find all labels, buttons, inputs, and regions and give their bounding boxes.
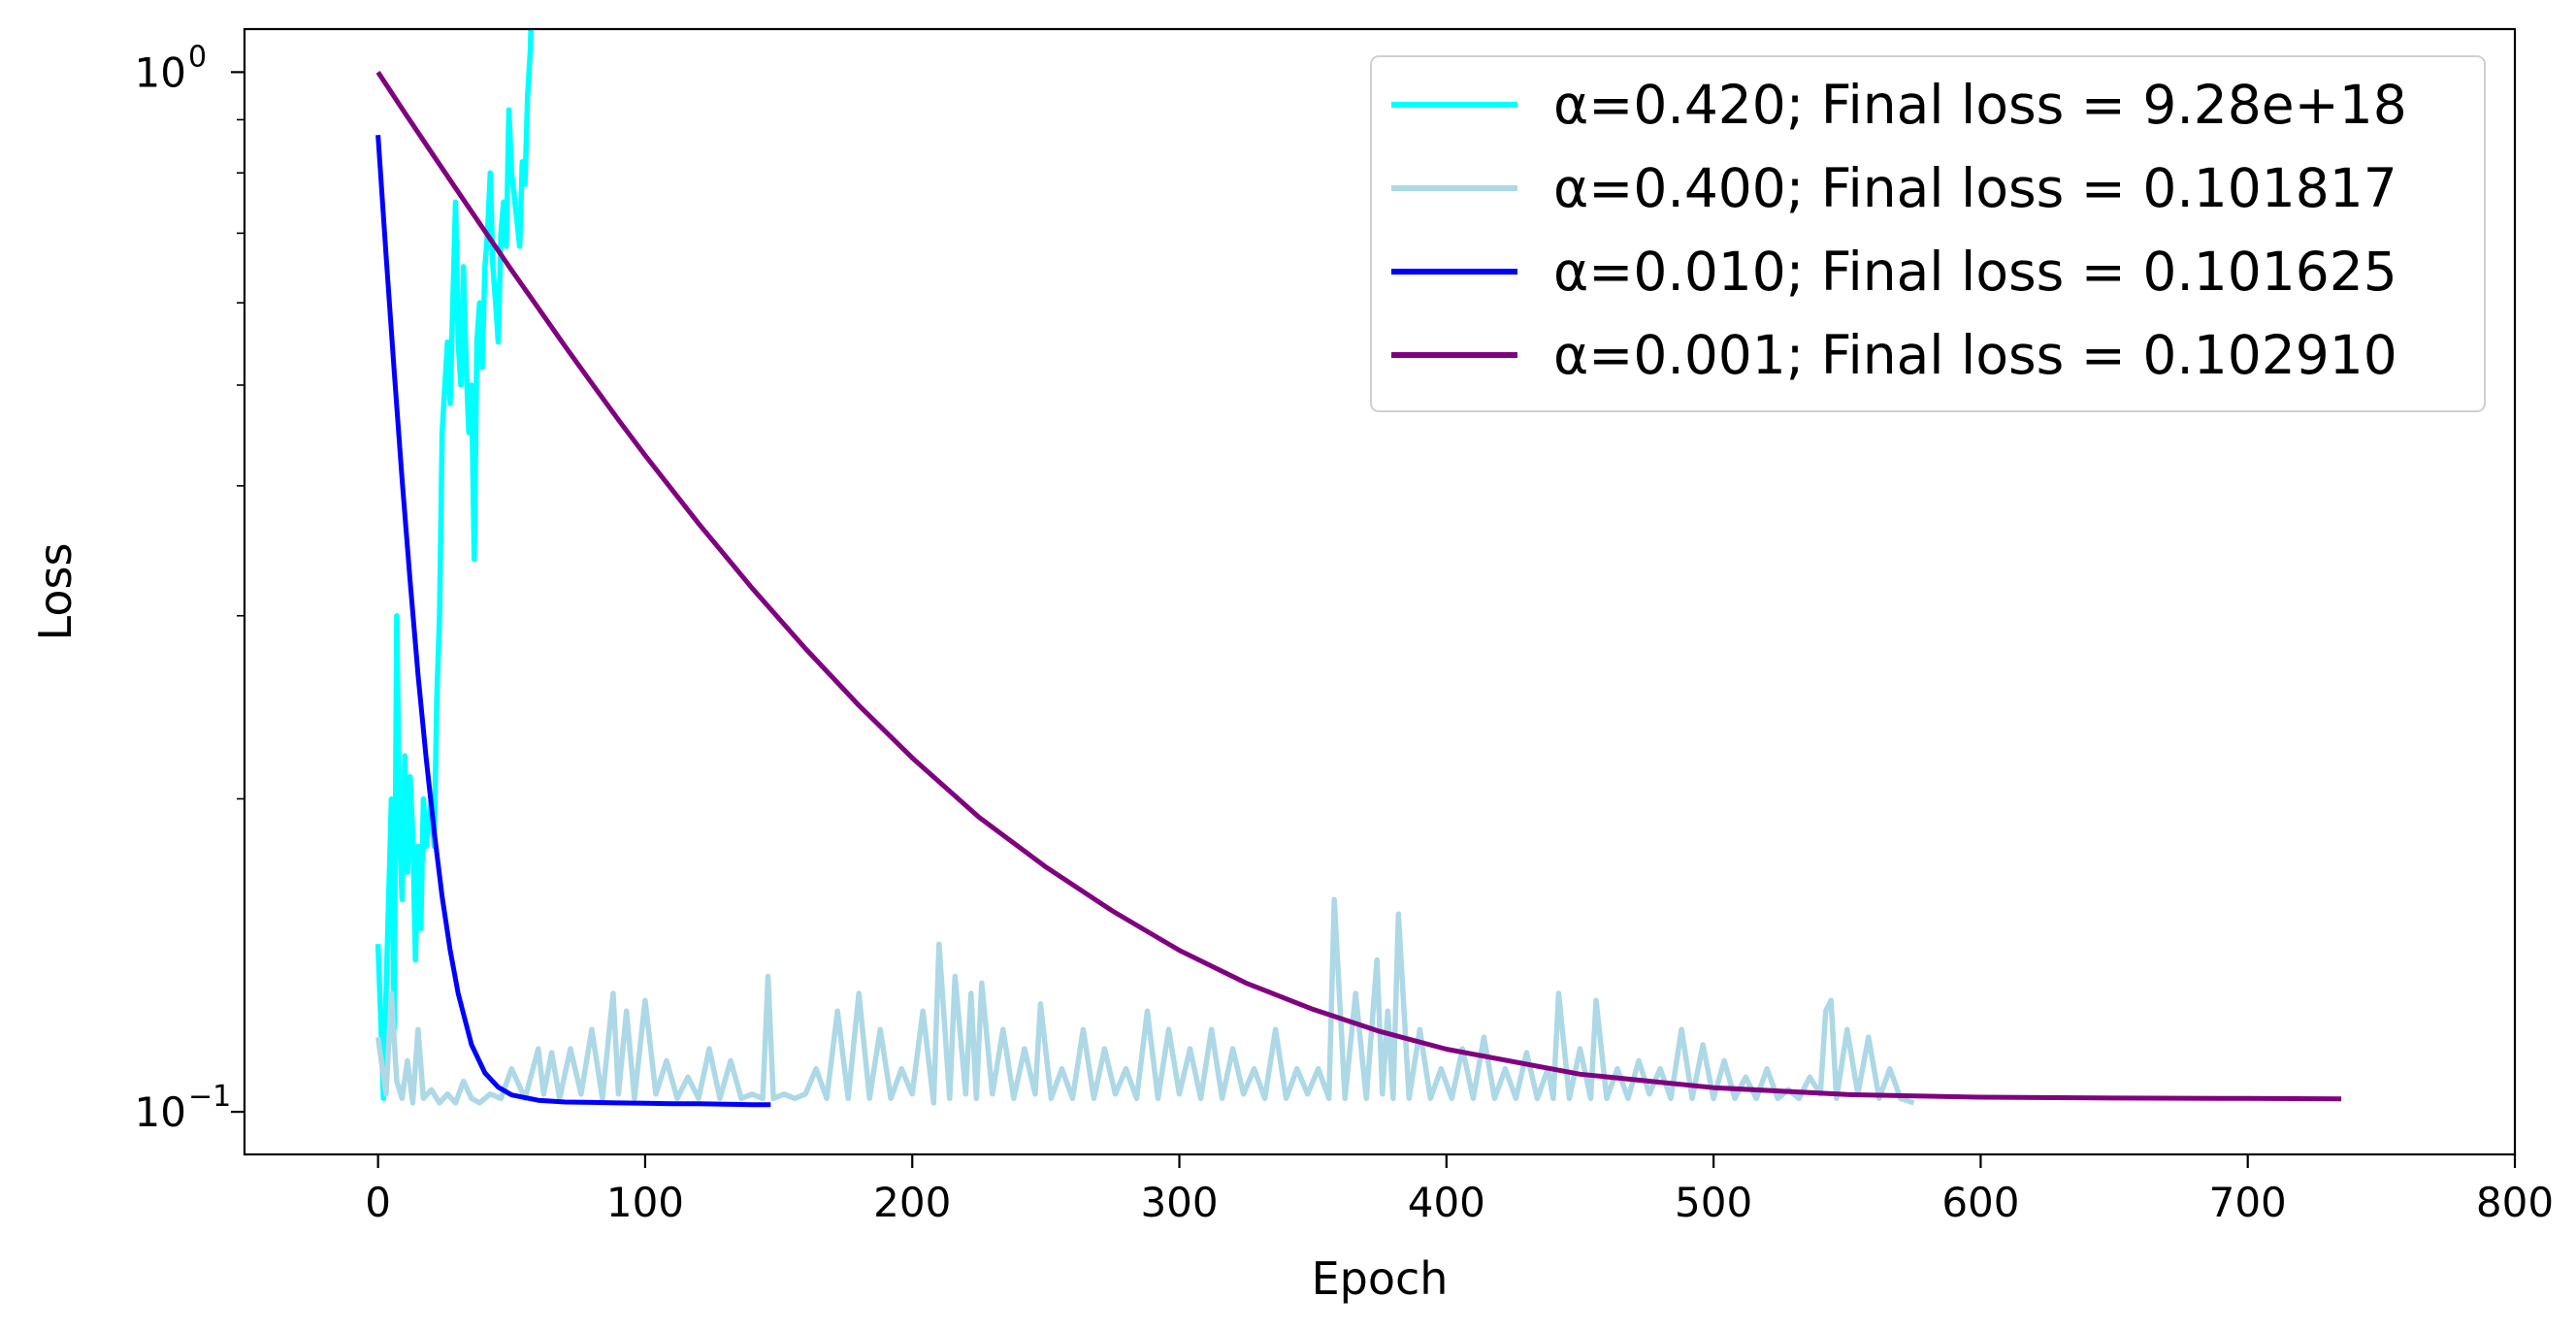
legend-label: α=0.010; Final loss = 0.101625: [1553, 241, 2397, 303]
x-axis-label: Epoch: [1312, 1252, 1449, 1305]
x-tick-label: 0: [365, 1179, 391, 1226]
y-axis-label: Loss: [29, 543, 82, 641]
legend-item: α=0.001; Final loss = 0.102910: [1391, 324, 2397, 386]
y-tick-mantissa: 10: [135, 1088, 186, 1136]
x-tick-label: 800: [2476, 1179, 2554, 1226]
legend-item: α=0.400; Final loss = 0.101817: [1391, 157, 2397, 219]
series-line-3: [375, 71, 2342, 1102]
legend-label: α=0.001; Final loss = 0.102910: [1553, 324, 2397, 386]
x-tick-label: 500: [1675, 1179, 1752, 1226]
legend-item: α=0.420; Final loss = 9.28e+18: [1391, 74, 2407, 136]
legend-label: α=0.420; Final loss = 9.28e+18: [1553, 74, 2407, 136]
legend-item: α=0.010; Final loss = 0.101625: [1391, 241, 2397, 303]
legend-box: [1370, 55, 2486, 412]
y-tick-exponent: −1: [188, 1080, 231, 1114]
series-line-2: [375, 135, 771, 1108]
x-tick-label: 700: [2209, 1179, 2287, 1226]
series-layer: [375, 29, 2342, 1108]
y-tick-exponent: 0: [188, 40, 207, 74]
y-tick-label: 10 0: [135, 40, 208, 96]
legend: α=0.420; Final loss = 9.28e+18 α=0.400; F…: [1370, 55, 2486, 412]
legend-label: α=0.400; Final loss = 0.101817: [1553, 157, 2397, 219]
y-tick-mantissa: 10: [135, 49, 186, 96]
x-tick-label: 100: [606, 1179, 684, 1226]
x-tick-label: 300: [1140, 1179, 1218, 1226]
series-line-1: [375, 896, 1915, 1106]
x-tick-label: 600: [1941, 1179, 2019, 1226]
y-tick-label: 10 −1: [135, 1080, 232, 1136]
x-tick-label: 200: [873, 1179, 951, 1226]
x-tick-label: 400: [1408, 1179, 1485, 1226]
series-line-0: [375, 29, 534, 1102]
plot-frame: [243, 27, 2517, 1156]
